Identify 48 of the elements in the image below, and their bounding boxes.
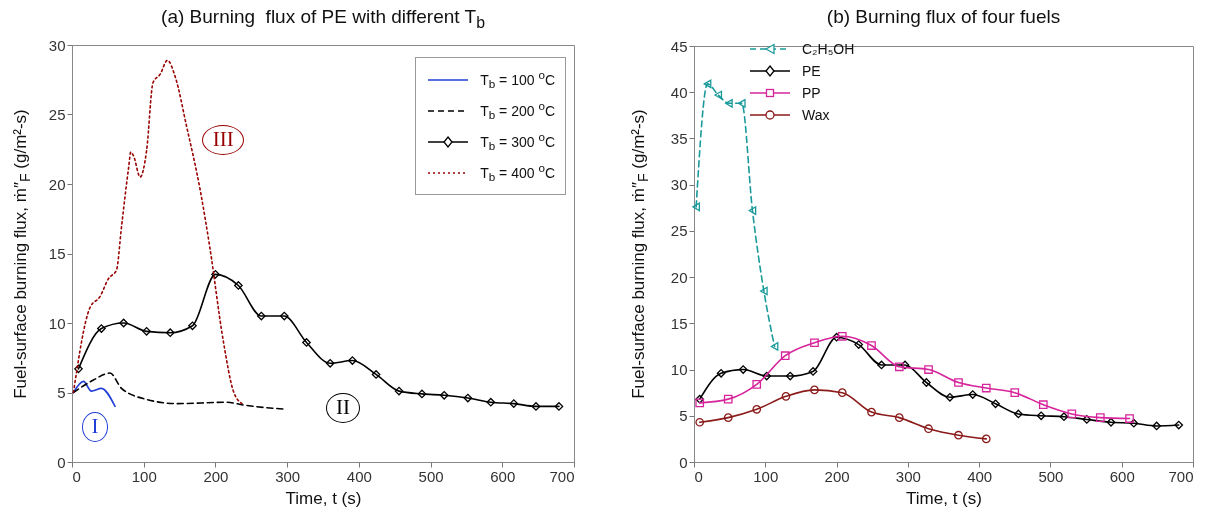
chart-title: (b) Burning flux of four fuels bbox=[826, 6, 1061, 28]
y-tick-label: 20 bbox=[48, 175, 66, 193]
annotation: III bbox=[212, 126, 234, 151]
x-tick-label: 400 bbox=[967, 467, 993, 485]
annotation: I bbox=[91, 414, 99, 439]
x-tick-label: 600 bbox=[490, 467, 516, 485]
x-tick-label: 200 bbox=[203, 467, 229, 485]
legend-label: T$_{b}$ = 300 $^{o}$C bbox=[480, 130, 555, 153]
legend-label: C₂H₅OH bbox=[802, 41, 855, 57]
x-tick-label: 400 bbox=[346, 467, 372, 485]
legend-label: T$_{b}$ = 400 $^{o}$C bbox=[480, 161, 555, 184]
y-tick-label: 5 bbox=[679, 407, 688, 425]
x-tick-label: 0 bbox=[72, 467, 81, 485]
y-tick-label: 10 bbox=[670, 361, 688, 379]
x-axis-title: Time, t (s) bbox=[285, 488, 362, 508]
y-tick-label: 20 bbox=[670, 268, 688, 286]
y-tick-label: 25 bbox=[670, 222, 688, 240]
x-tick-label: 500 bbox=[418, 467, 444, 485]
x-tick-label: 0 bbox=[694, 467, 703, 485]
x-tick-label: 500 bbox=[1038, 467, 1064, 485]
x-tick-label: 100 bbox=[131, 467, 157, 485]
x-axis-title: Time, t (s) bbox=[906, 488, 982, 508]
x-tick-label: 100 bbox=[753, 467, 779, 485]
legend-label: PP bbox=[802, 85, 821, 101]
y-tick-label: 30 bbox=[48, 36, 66, 54]
legend-label: Wax bbox=[802, 107, 830, 123]
x-tick-label: 300 bbox=[895, 467, 921, 485]
y-tick-label: 25 bbox=[48, 106, 66, 123]
y-tick-label: 35 bbox=[670, 129, 688, 147]
y-tick-label: 15 bbox=[48, 245, 66, 262]
x-tick-label: 200 bbox=[824, 467, 850, 485]
x-tick-label: 300 bbox=[275, 467, 301, 485]
x-tick-label: 700 bbox=[549, 467, 575, 485]
y-tick-label: 40 bbox=[670, 83, 688, 101]
y-tick-label: 45 bbox=[670, 37, 688, 55]
legend-label: T$_{b}$ = 100 $^{o}$C bbox=[480, 68, 555, 91]
y-tick-label: 0 bbox=[57, 453, 66, 471]
y-tick-label: 5 bbox=[57, 384, 66, 401]
annotation: II bbox=[336, 394, 351, 419]
x-tick-label: 700 bbox=[1168, 467, 1194, 485]
legend-label: PE bbox=[802, 63, 821, 79]
y-tick-label: 0 bbox=[679, 453, 688, 471]
y-tick-label: 15 bbox=[670, 314, 688, 332]
y-tick-label: 30 bbox=[670, 176, 688, 194]
legend-label: T$_{b}$ = 200 $^{o}$C bbox=[480, 99, 555, 122]
y-tick-label: 10 bbox=[48, 314, 66, 332]
x-tick-label: 600 bbox=[1109, 467, 1135, 485]
chart-title: (a) Burning flux of PE with different T$_{b}$ bbox=[161, 6, 485, 32]
